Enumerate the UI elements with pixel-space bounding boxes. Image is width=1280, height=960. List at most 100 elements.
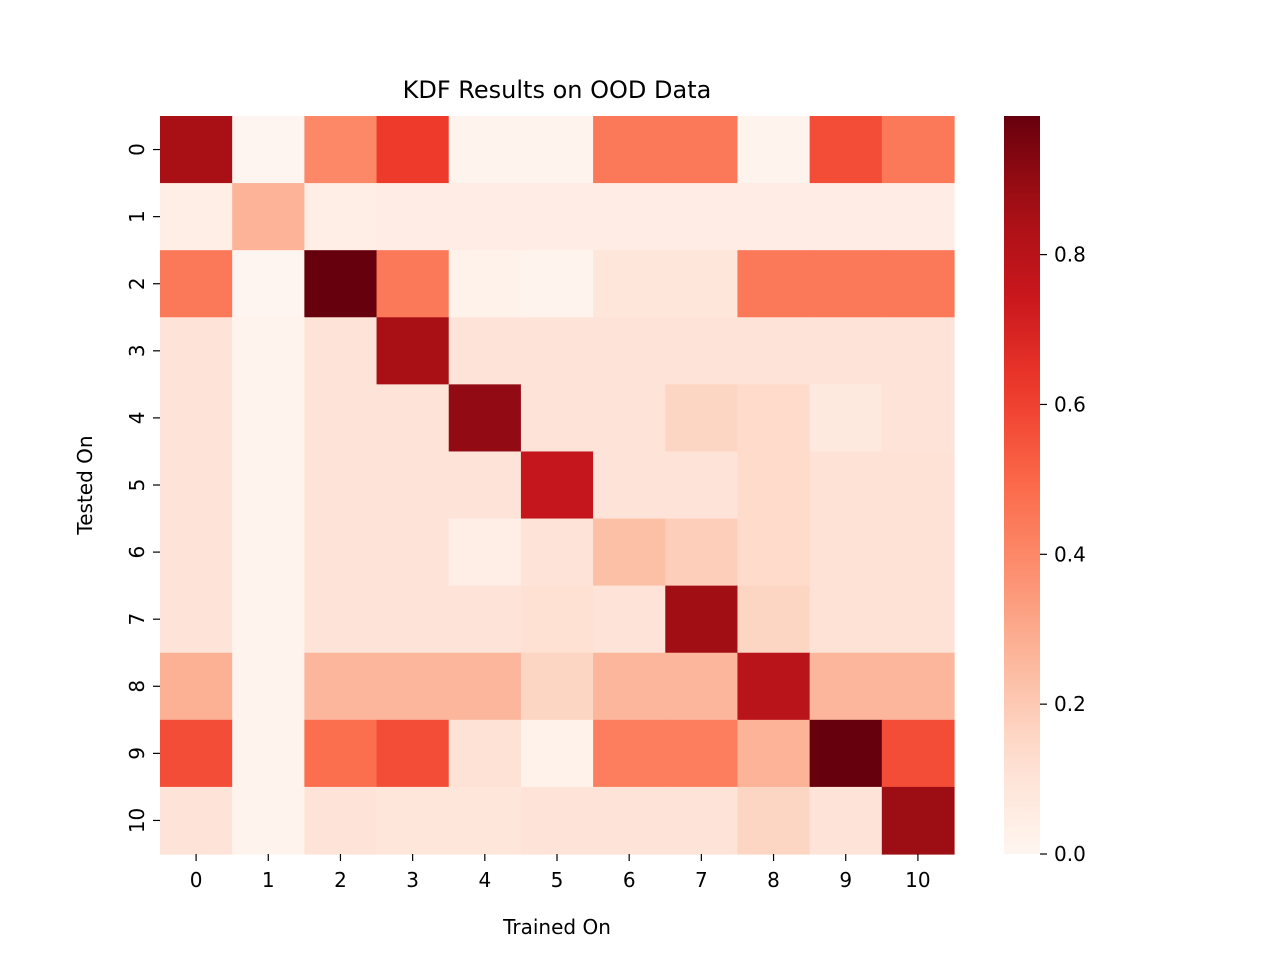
heatmap-cell — [232, 250, 305, 318]
heatmap-cell — [520, 652, 594, 721]
heatmap-cell — [737, 518, 811, 587]
heatmap-cell — [593, 250, 666, 318]
heatmap-cell — [665, 451, 739, 520]
heatmap-cell — [665, 384, 739, 453]
heatmap-cell — [520, 786, 594, 855]
y-tick-label: 4 — [125, 412, 149, 425]
heatmap-cell — [809, 384, 883, 453]
heatmap-cell — [809, 719, 883, 788]
heatmap-cell — [881, 585, 955, 654]
heatmap-cell — [232, 451, 305, 520]
heatmap-cell — [881, 384, 955, 453]
heatmap-cell — [881, 317, 955, 385]
heatmap-cell — [593, 317, 666, 385]
heatmap-cell — [809, 451, 883, 520]
colorbar-tick-label: 0.6 — [1054, 392, 1086, 416]
heatmap-cell — [737, 719, 811, 788]
heatmap-cell — [376, 384, 450, 453]
heatmap-cell — [232, 317, 305, 385]
y-tick-label: 8 — [125, 680, 149, 693]
x-tick-label: 8 — [767, 868, 780, 892]
heatmap-cell — [376, 719, 450, 788]
heatmap-cell — [593, 652, 666, 721]
heatmap-cell — [304, 719, 378, 788]
heatmap-cell — [232, 116, 305, 184]
heatmap-cell — [881, 652, 955, 721]
heatmap-cell — [809, 585, 883, 654]
x-tick-label: 3 — [406, 868, 419, 892]
heatmap-cell — [593, 719, 666, 788]
heatmap-cell — [665, 317, 739, 385]
heatmap-cell — [448, 317, 522, 385]
heatmap-cell — [881, 183, 955, 251]
chart-title: KDF Results on OOD Data — [403, 76, 712, 104]
heatmap-cell — [809, 317, 883, 385]
heatmap-cell — [232, 652, 305, 721]
heatmap-cell — [448, 250, 522, 318]
heatmap-cell — [448, 451, 522, 520]
heatmap-cell — [520, 317, 594, 385]
heatmap-cell — [881, 250, 955, 318]
heatmap-cell — [737, 116, 811, 184]
x-tick-label: 9 — [839, 868, 852, 892]
heatmap-cell — [232, 518, 305, 587]
y-tick-label: 0 — [125, 143, 149, 156]
heatmap-cell — [376, 317, 450, 385]
heatmap-cell — [593, 451, 666, 520]
heatmap-cell — [809, 183, 883, 251]
heatmap-cell — [737, 250, 811, 318]
heatmap-cell — [520, 719, 594, 788]
y-axis-label: Tested On — [73, 435, 97, 535]
heatmap-cell — [665, 518, 739, 587]
heatmap-cell — [593, 786, 666, 855]
x-axis: 0 1 2 3 4 5 6 7 8 9 10 — [190, 854, 931, 892]
colorbar-tick-label: 0.8 — [1054, 243, 1086, 267]
heatmap-cell — [304, 652, 378, 721]
y-tick-label: 7 — [125, 613, 149, 626]
heatmap-cell — [737, 786, 811, 855]
y-tick-label: 1 — [125, 210, 149, 223]
heatmap-cell — [881, 719, 955, 788]
y-tick-label: 10 — [125, 808, 149, 833]
y-tick-label: 9 — [125, 747, 149, 760]
heatmap-cell — [520, 250, 594, 318]
heatmap-cell — [448, 719, 522, 788]
x-tick-label: 1 — [262, 868, 275, 892]
colorbar-axis: 0.0 0.2 0.4 0.6 0.8 — [1040, 243, 1086, 866]
heatmap-cell — [665, 719, 739, 788]
heatmap-cell — [376, 652, 450, 721]
heatmap-cell — [448, 183, 522, 251]
heatmap-cell — [304, 317, 378, 385]
colorbar — [1004, 116, 1040, 854]
heatmap-cell — [737, 652, 811, 721]
heatmap-cell — [809, 652, 883, 721]
heatmap-cell — [737, 317, 811, 385]
heatmap-cell — [665, 116, 739, 184]
heatmap-cell — [304, 183, 378, 251]
heatmap-cell — [448, 786, 522, 855]
heatmap-cell — [160, 719, 233, 788]
heatmap-cell — [809, 518, 883, 587]
heatmap-cell — [160, 384, 233, 453]
heatmap-cell — [304, 451, 378, 520]
x-tick-label: 10 — [905, 868, 930, 892]
heatmap-cell — [520, 518, 594, 587]
heatmap-cell — [593, 183, 666, 251]
x-tick-label: 0 — [190, 868, 203, 892]
heatmap-cell — [593, 585, 666, 654]
heatmap-cell — [232, 384, 305, 453]
heatmap-cell — [881, 116, 955, 184]
heatmap-cell — [809, 116, 883, 184]
heatmap-cell — [737, 585, 811, 654]
heatmap-cell — [304, 384, 378, 453]
heatmap-cell — [881, 786, 955, 855]
heatmap-cell — [520, 384, 594, 453]
heatmap-cell — [160, 317, 233, 385]
heatmap-cell — [448, 518, 522, 587]
heatmap-cell — [376, 786, 450, 855]
heatmap-cell — [593, 116, 666, 184]
heatmap-cell — [304, 518, 378, 587]
heatmap-cell — [232, 183, 305, 251]
heatmap-cell — [232, 585, 305, 654]
